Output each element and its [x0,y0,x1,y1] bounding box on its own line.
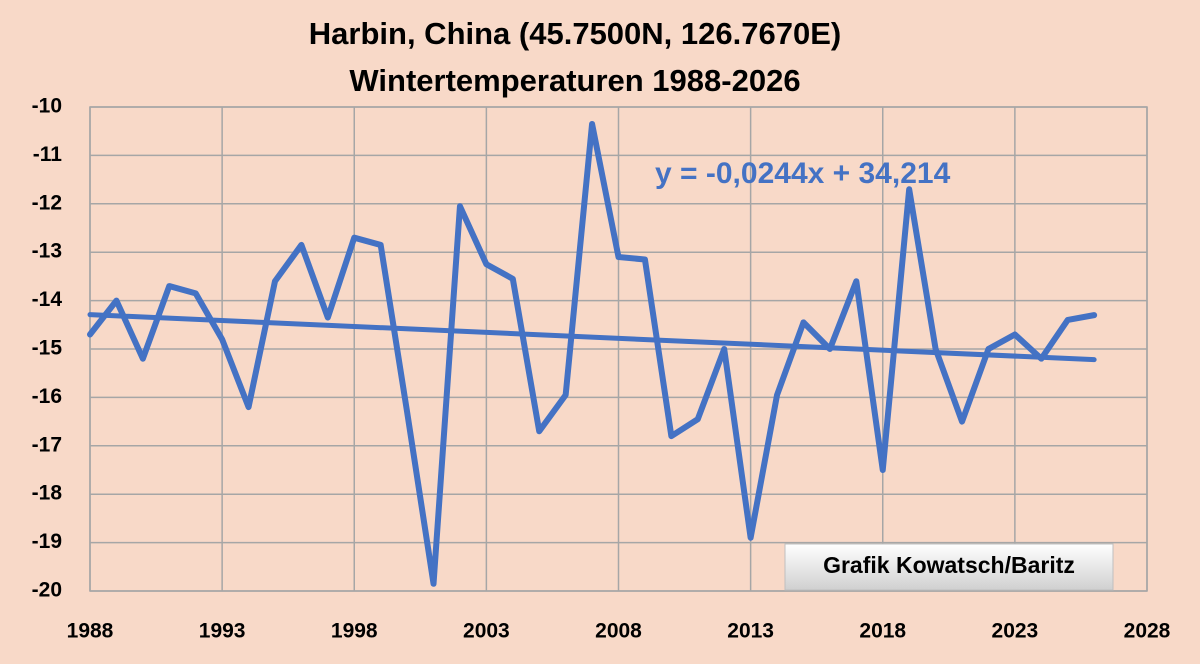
chart-subtitle: Wintertemperaturen 1988-2026 [349,63,800,98]
trend-equation: y = -0,0244x + 34,214 [655,157,951,190]
y-tick-label: -10 [32,95,62,118]
credit-box [784,543,1114,591]
y-tick-label: -19 [32,530,62,553]
x-tick-label: 2023 [992,620,1039,643]
y-tick-label: -14 [32,288,63,311]
y-tick-label: -15 [32,337,63,360]
x-tick-label: 2013 [727,620,774,643]
y-tick-label: -20 [32,579,62,602]
y-tick-label: -18 [32,482,63,505]
y-tick-label: -13 [32,240,62,263]
x-tick-label: 1993 [199,620,246,643]
y-tick-label: -17 [32,433,62,456]
y-tick-label: -12 [32,191,62,214]
x-tick-label: 2028 [1124,620,1171,643]
y-tick-label: -16 [32,385,62,408]
x-tick-label: 2008 [595,620,642,643]
trend-line [87,312,1097,363]
x-tick-label: 2018 [859,620,906,643]
y-tick-label: -11 [33,143,63,166]
x-tick-label: 1988 [67,620,114,643]
x-tick-label: 1998 [331,620,378,643]
data-line [87,120,1098,587]
x-tick-label: 2003 [463,620,510,643]
chart-title: Harbin, China (45.7500N, 126.7670E) [309,16,841,51]
credit: Grafik Kowatsch/Baritz [823,552,1075,578]
